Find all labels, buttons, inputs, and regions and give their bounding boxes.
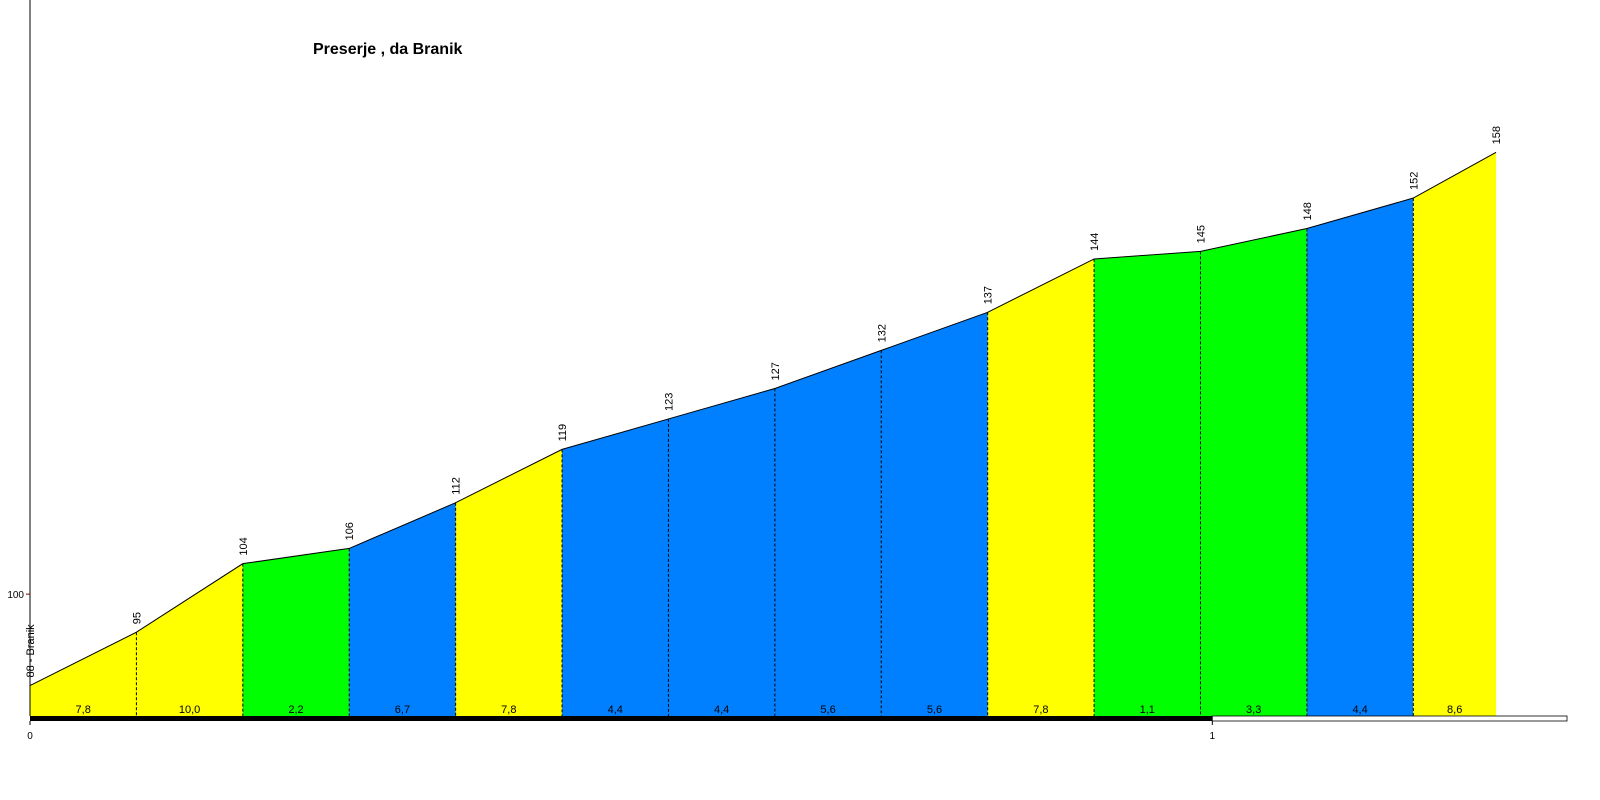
x-tick-label: 0 xyxy=(27,731,33,742)
segment xyxy=(1413,152,1497,716)
segment xyxy=(242,548,350,716)
gradient-label: 4,4 xyxy=(714,704,729,716)
elevation-label: 95 xyxy=(131,612,143,624)
gradient-label: 7,8 xyxy=(76,704,91,716)
elevation-label: 104 xyxy=(238,537,250,555)
segment xyxy=(349,502,456,716)
elevation-label: 119 xyxy=(557,424,569,442)
elevation-label: 88 - Branik xyxy=(25,624,37,678)
gradient-label: 5,6 xyxy=(927,704,942,716)
y-tick-label: 100 xyxy=(7,590,24,601)
segment xyxy=(774,350,882,716)
gradient-label: 8,6 xyxy=(1447,704,1462,716)
gradient-label: 7,8 xyxy=(501,704,516,716)
x-tick-label: 1 xyxy=(1210,731,1216,742)
segment xyxy=(455,449,563,716)
gradient-label: 3,3 xyxy=(1246,704,1261,716)
elevation-label: 144 xyxy=(1089,233,1101,251)
gradient-label: 6,7 xyxy=(395,704,410,716)
segment xyxy=(881,312,988,716)
gradient-label: 5,6 xyxy=(820,704,835,716)
elevation-label: 152 xyxy=(1408,172,1420,190)
elevation-label: 132 xyxy=(876,324,888,342)
segment xyxy=(1094,251,1201,717)
profile-line xyxy=(29,151,1497,686)
chart-title: Preserje , da Branik xyxy=(313,41,463,58)
segment xyxy=(987,258,1095,716)
segment xyxy=(668,388,775,716)
gradient-label: 7,8 xyxy=(1033,704,1048,716)
gradient-label: 4,4 xyxy=(608,704,623,716)
elevation-label: 106 xyxy=(344,522,356,540)
gradient-label: 1,1 xyxy=(1140,704,1155,716)
segment xyxy=(562,418,669,716)
distance-bar-empty xyxy=(1211,715,1568,722)
elevation-label: 158 xyxy=(1491,126,1503,144)
elevation-label: 137 xyxy=(983,286,995,304)
segment xyxy=(30,632,137,716)
segment xyxy=(1306,198,1414,717)
segment xyxy=(136,563,243,716)
gradient-label: 4,4 xyxy=(1352,704,1367,716)
elevation-label: 112 xyxy=(451,477,463,495)
elevation-label: 148 xyxy=(1302,202,1314,220)
elevation-label: 127 xyxy=(770,362,782,380)
segment xyxy=(1200,228,1307,717)
gradient-label: 2,2 xyxy=(288,704,303,716)
gradient-label: 10,0 xyxy=(179,704,200,716)
elevation-label: 123 xyxy=(663,393,675,411)
elevation-label: 145 xyxy=(1195,225,1207,243)
distance-bar-filled xyxy=(30,716,1213,721)
